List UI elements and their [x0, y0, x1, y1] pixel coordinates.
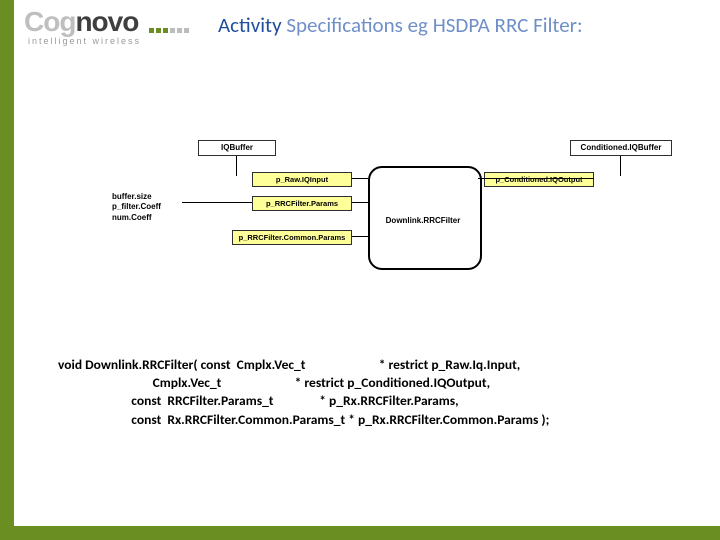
code-t1: const Cmplx.Vec_t: [198, 356, 306, 373]
logo-dots: [149, 8, 191, 40]
code-r2: * restrict p_Conditioned.IQOutput,: [295, 374, 490, 391]
logo-part1: Cog: [24, 6, 75, 37]
logo-part2: novo: [75, 6, 138, 37]
p-common-box: p_RRCFilter.Common.Params: [232, 230, 352, 245]
logo: Cognovo intelligent wireless: [24, 6, 191, 46]
connector: [352, 236, 368, 237]
filter-block-label: Downlink.RRCFilter: [368, 216, 478, 225]
side-params: buffer.size p_filter.Coeff num.Coeff: [112, 192, 182, 223]
code-r4: * p_Rx.RRCFilter.Common.Params );: [348, 411, 549, 428]
code-r1: * restrict p_Raw.Iq.Input,: [379, 356, 521, 373]
connector: [620, 156, 621, 176]
connector: [352, 178, 368, 179]
title-light: Specifications eg HSDPA RRC Filter:: [282, 12, 583, 38]
connector: [236, 156, 237, 176]
code-t2: Cmplx.Vec_t: [128, 374, 221, 391]
conditioned-iqbuffer-box: Conditioned.IQBuffer: [570, 140, 672, 156]
side-l2: p_filter.Coeff: [112, 202, 182, 212]
code-t4: const Rx.RRCFilter.Common.Params_t: [128, 411, 345, 428]
code-sig: void Downlink.RRCFilter(: [58, 356, 198, 373]
function-signature: void Downlink.RRCFilter( const Cmplx.Vec…: [58, 356, 549, 429]
bottom-accent-bar: [0, 526, 720, 540]
p-raw-box: p_Raw.IQInput: [252, 172, 352, 187]
code-r3: * p_Rx.RRCFilter.Params,: [319, 392, 458, 409]
left-accent-bar: [0, 0, 14, 540]
side-l1: buffer.size: [112, 192, 182, 202]
connector: [352, 202, 368, 203]
iqbuffer-box: IQBuffer: [198, 140, 276, 156]
connector: [478, 178, 594, 179]
diagram-area: IQBuffer Conditioned.IQBuffer buffer.siz…: [112, 140, 672, 320]
connector: [182, 202, 252, 203]
p-cond-box: p_Conditioned.IQOutput: [484, 172, 594, 187]
p-rrc-box: p_RRCFilter.Params: [252, 196, 352, 211]
title-strong: Activity: [218, 12, 282, 38]
code-t3: const RRCFilter.Params_t: [128, 392, 273, 409]
slide-title: Activity Specifications eg HSDPA RRC Fil…: [218, 12, 583, 38]
side-l3: num.Coeff: [112, 213, 182, 223]
